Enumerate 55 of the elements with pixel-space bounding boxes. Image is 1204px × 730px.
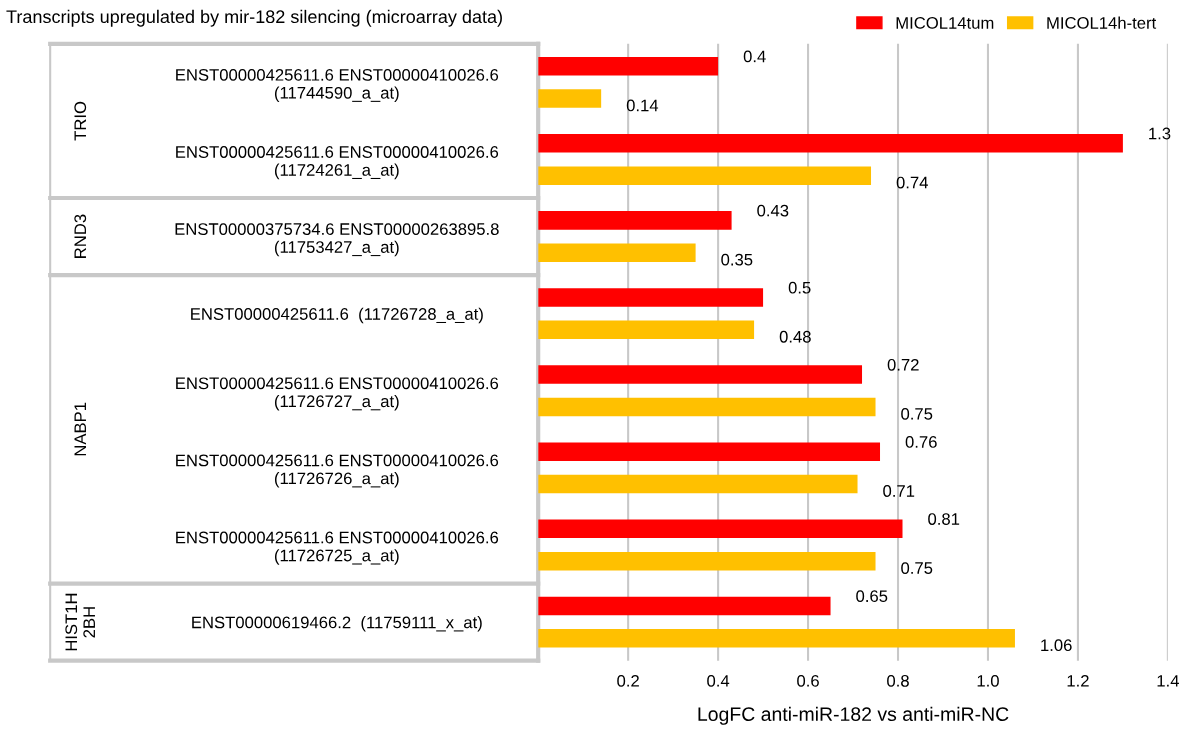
x-tick-label: 1.2: [1067, 674, 1089, 687]
data-label: 0.75: [901, 407, 933, 420]
x-tick-label: 0.2: [617, 674, 639, 687]
data-label: 0.4: [743, 50, 766, 63]
y-tick-label: ENST00000425611.6 ENST00000410026.6 (11724261_a_at): [176, 146, 499, 180]
x-tick-label: 1.4: [1157, 675, 1179, 687]
bar: [538, 134, 1123, 153]
x-tick-label: 0.8: [887, 674, 909, 687]
y-tick-label: ENST00000425611.6 (11726728_a_at): [191, 307, 483, 324]
text: NABP1: [74, 402, 86, 456]
bar: [538, 288, 764, 307]
text: RND3: [74, 214, 87, 258]
data-label: 0.48: [779, 330, 811, 343]
bar: [538, 629, 1015, 648]
bar: [538, 397, 876, 417]
text: TRIO: [74, 101, 87, 141]
data-label: 0.65: [856, 590, 888, 603]
x-tick-label: 0.6: [797, 674, 819, 687]
y-tick-label: ENST00000425611.6 ENST00000410026.6 (11726725_a_at): [176, 531, 499, 565]
x-axis-title: LogFC anti-miR-182 vs anti-miR-NC: [698, 706, 1009, 725]
bar: [538, 365, 863, 384]
bar: [538, 320, 755, 340]
y-tick-label: ENST00000375734.6 ENST00000263895.8 (11753427_a_at): [175, 223, 499, 257]
data-label: 0.72: [887, 358, 919, 371]
y-tick-label: ENST00000425611.6 ENST00000410026.6 (11744590_a_at): [176, 68, 499, 103]
bar: [538, 243, 696, 263]
text: Transcripts upregulated by mir-182 silencing (microarray data): [6, 9, 502, 27]
data-label: 0.71: [883, 485, 915, 497]
legend-label: MICOL14h-tert: [1047, 16, 1157, 29]
y-tick-label: ENST00000425611.6 ENST00000410026.6 (11726727_a_at): [176, 377, 499, 411]
data-label: 0.5: [788, 281, 811, 294]
x-tick-label: 0.4: [707, 674, 730, 687]
data-label: 0.43: [757, 204, 789, 217]
data-label: 0.76: [905, 436, 937, 448]
data-label: 1.06: [1041, 639, 1072, 652]
bar: [538, 211, 732, 230]
y-tick-label: ENST00000425611.6 ENST00000410026.6 (11726726_a_at): [176, 454, 499, 488]
bar: [538, 56, 719, 76]
bar: [538, 596, 831, 616]
data-label: 0.35: [721, 253, 753, 266]
data-label: 0.14: [626, 99, 659, 112]
bar: [538, 474, 858, 494]
data-label: 1.3: [1149, 127, 1171, 140]
text: HIST1H 2BH: [65, 593, 95, 651]
data-label: 0.74: [896, 176, 928, 189]
bar: [538, 551, 876, 571]
x-tick-label: 1.0: [977, 674, 999, 687]
y-tick-label: ENST00000619466.2 (11759111_x_at): [192, 616, 482, 632]
bar: [538, 519, 903, 539]
bar: [538, 442, 881, 461]
data-label: 0.75: [901, 562, 933, 574]
bar: [538, 89, 602, 108]
bar: [538, 166, 872, 185]
legend-label: MICOL14tum: [896, 17, 994, 29]
data-label: 0.81: [928, 513, 960, 525]
